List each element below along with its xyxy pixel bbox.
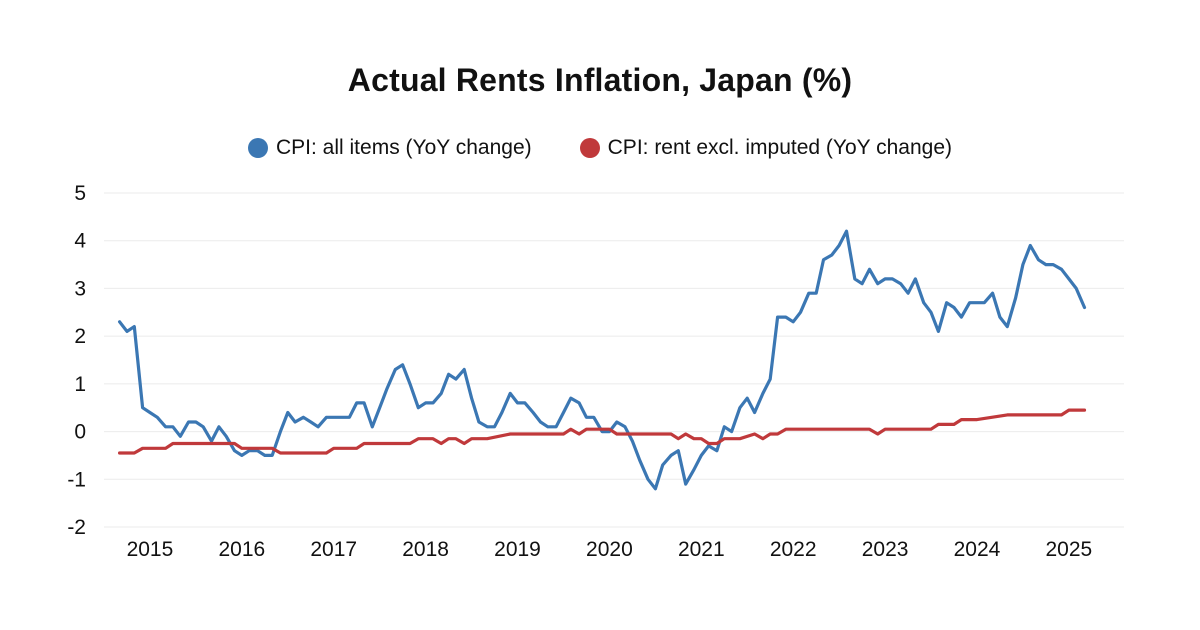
y-axis: 5 4 3 2 1 0 -1 -2	[67, 182, 86, 539]
y-tick-label: 3	[74, 277, 86, 300]
series-lines	[117, 229, 1087, 491]
x-tick-label: 2023	[862, 538, 909, 561]
legend-item-cpi-rent[interactable]: CPI: rent excl. imputed (YoY change)	[579, 136, 952, 160]
series-line-cpi-all-items	[117, 229, 1087, 491]
legend-swatch-cpi-all-items	[248, 138, 268, 158]
chart-legend: CPI: all items (YoY change) CPI: rent ex…	[0, 136, 1200, 160]
x-axis: 2015 2016 2017 2018 2019 2020 2021 2022 2023 2024…	[127, 538, 1093, 561]
x-tick-label: 2020	[586, 538, 633, 561]
legend-label-cpi-rent: CPI: rent excl. imputed (YoY change)	[607, 136, 952, 159]
legend-item-cpi-all-items[interactable]: CPI: all items (YoY change)	[248, 136, 532, 160]
series-line-cpi-rent	[117, 408, 1087, 455]
legend-label-cpi-all-items: CPI: all items (YoY change)	[276, 136, 532, 159]
y-tick-label: 5	[74, 182, 86, 205]
x-tick-label: 2024	[954, 538, 1001, 561]
y-tick-label: 0	[74, 421, 86, 444]
x-tick-label: 2015	[127, 538, 174, 561]
y-tick-label: -1	[67, 468, 86, 491]
legend-swatch-cpi-rent	[579, 138, 600, 158]
y-tick-label: 4	[74, 230, 86, 253]
x-tick-label: 2017	[310, 538, 357, 561]
y-tick-label: 2	[74, 325, 86, 348]
x-tick-label: 2018	[402, 538, 449, 561]
x-tick-label: 2021	[678, 538, 725, 561]
x-tick-label: 2022	[770, 538, 817, 561]
y-tick-label: 1	[74, 373, 86, 396]
x-tick-label: 2025	[1046, 538, 1093, 561]
chart-title: Actual Rents Inflation, Japan (%)	[347, 62, 853, 98]
grid-lines	[104, 192, 1124, 528]
x-tick-label: 2016	[218, 538, 265, 561]
y-tick-label: -2	[67, 516, 86, 539]
x-tick-label: 2019	[494, 538, 541, 561]
